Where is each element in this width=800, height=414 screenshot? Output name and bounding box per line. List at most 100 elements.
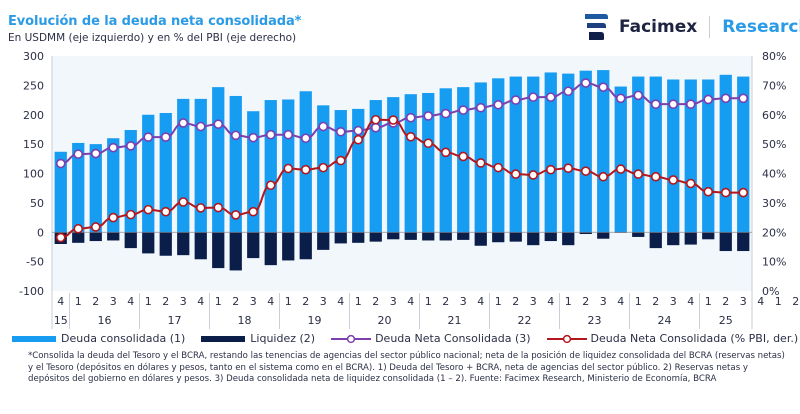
x-quarter-label: 4 [267,295,274,308]
deuda-neta-point [440,108,451,119]
deuda-neta-point [300,133,311,144]
left-tick-label: -50 [26,256,44,269]
bar-deuda-consolidada [597,70,610,233]
bar-deuda-consolidada [649,76,662,233]
x-quarter-label: 3 [390,295,397,308]
left-tick-label: 100 [23,168,44,181]
bar-deuda-consolidada [387,97,400,233]
x-quarter-label: 4 [337,295,344,308]
x-year-label: 18 [238,314,252,327]
chart-title: Evolución de la deuda neta consolidada* [8,14,302,29]
x-year-label: 25 [719,314,733,327]
x-quarter-label: 2 [722,295,729,308]
bar-liquidez [667,232,680,246]
right-axis: 80% 70% 60% 50% 40% 30% 20% 10% 0% [751,50,786,329]
bar-liquidez [72,232,85,243]
bar-deuda-consolidada [632,76,645,233]
legend-label: Deuda Neta Consolidada (% PBI, der.) [590,332,799,345]
bar-deuda-consolidada [579,70,592,233]
deuda-neta-pbi-point [160,206,171,217]
bar-deuda-consolidada [492,78,505,233]
deuda-neta-pbi-point [230,210,241,220]
bar-liquidez [737,232,750,252]
deuda-neta-pbi-point [108,212,119,223]
left-tick-label: 200 [23,109,44,122]
bar-liquidez [684,232,697,245]
legend-line-marker-icon [546,334,587,343]
bar-liquidez [439,232,452,241]
deuda-neta-point [510,95,521,105]
legend-item-net-debt: Deuda Neta Consolidada (3) [331,332,531,345]
left-tick-label: 250 [23,79,44,92]
legend-swatch-liquidity [201,335,246,342]
deuda-neta-point [405,112,416,123]
deuda-neta-pbi-point [720,187,731,198]
x-quarter-label: 1 [565,295,572,308]
bar-liquidez [632,232,645,237]
deuda-neta-pbi-point [370,114,381,125]
bar-deuda-consolidada [439,88,452,233]
chart-subtitle: En USDMM (eje izquierdo) y en % del PBI … [8,32,297,44]
deuda-neta-pbi-point [318,162,329,173]
bar-deuda-consolidada [299,91,312,233]
deuda-neta-point [545,92,556,102]
bar-deuda-consolidada [527,76,540,233]
x-quarter-label: 4 [477,295,484,308]
right-tick-label: 40% [762,168,786,181]
x-year-label: 21 [448,314,462,327]
bar-liquidez [89,232,102,242]
deuda-neta-pbi-line [60,118,744,239]
deuda-neta-pbi-point [493,162,504,173]
x-quarter-label: 3 [460,295,467,308]
left-axis: 300 250 200 150 100 50 0 -50 -100 [19,50,53,329]
right-tick-label: 60% [762,109,786,122]
x-year-label: 19 [308,314,322,327]
bar-deuda-consolidada [142,114,155,233]
bar-liquidez [579,232,592,235]
x-quarter-label: 2 [372,295,379,308]
deuda-neta-point [335,126,346,137]
legend-item-liquidity: Liquidez (2) [201,332,315,345]
bar-deuda-consolidada [72,142,85,233]
bar-deuda-consolidada [684,79,697,233]
x-quarter-label: 1 [705,295,712,308]
x-quarter-label: 3 [600,295,607,308]
deuda-neta-point [475,102,486,113]
x-quarter-label: 4 [757,295,764,308]
x-year-label: 24 [658,314,672,327]
deuda-neta-pbi-point [405,131,416,142]
right-tick-label: 20% [762,226,786,239]
bar-deuda-consolidada [54,151,67,233]
bar-liquidez [474,232,487,246]
bar-liquidez [142,232,155,254]
bar-deuda-consolidada [124,130,137,233]
x-quarter-label: 4 [547,295,554,308]
x-quarter-label: 3 [110,295,117,308]
deuda-neta-point [283,129,294,140]
facimex-logo: Facimex Research [583,12,800,42]
deuda-neta-pbi-point [248,206,259,217]
left-tick-label: 50 [30,197,44,210]
deuda-neta-pbi-point [55,232,66,243]
x-year-label: 20 [378,314,392,327]
x-quarter-label: 4 [127,295,134,308]
deuda-neta-pbi-point [125,209,136,220]
deuda-neta-point [685,99,696,109]
bar-liquidez [159,232,172,256]
x-quarter-label: 1 [425,295,432,308]
deuda-neta-point [55,158,66,169]
deuda-neta-pbi-point [580,166,591,176]
deuda-neta-pbi-point [178,197,189,207]
deuda-neta-pbi-point [475,158,486,168]
x-quarter-label: 4 [57,295,64,308]
bar-liquidez [299,232,312,260]
deuda-neta-point [633,90,644,101]
right-tick-label: 0% [762,285,779,298]
deuda-neta-point [195,121,206,132]
deuda-neta-point [580,78,591,88]
deuda-neta-pbi-point [650,171,661,182]
x-quarter-label: 1 [145,295,152,308]
x-quarter-label: 4 [617,295,624,308]
